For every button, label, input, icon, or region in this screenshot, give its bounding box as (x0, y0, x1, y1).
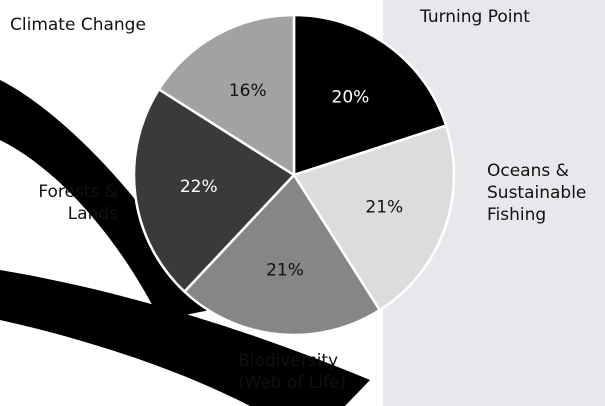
value-label: 21% (266, 261, 304, 281)
value-label: 20% (332, 87, 370, 107)
category-label: Oceans & Sustainable Fishing (487, 161, 587, 225)
pie-slice (157, 13, 296, 178)
pie-slice (292, 13, 448, 177)
value-label: 21% (365, 198, 403, 218)
category-label: Climate Change (10, 15, 146, 35)
value-label: 16% (229, 81, 267, 101)
value-label: 22% (180, 177, 218, 197)
pie: 20% 21% 21% 22% 16% (132, 13, 456, 337)
pie-slice (132, 87, 296, 294)
decor-swoosh (0, 270, 370, 406)
category-label: Forests & Lands (38, 182, 118, 224)
pie-slice (292, 123, 456, 312)
pie-slice (182, 172, 382, 337)
category-label: Turning Point (420, 7, 530, 27)
category-label: Biodiversity (Web of Life) (238, 351, 347, 393)
